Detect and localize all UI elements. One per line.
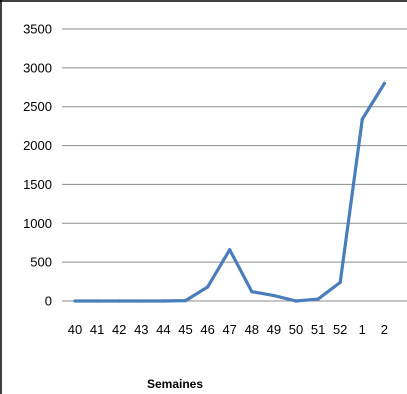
y-tick-label: 3000	[23, 60, 52, 75]
data-point	[338, 280, 342, 284]
y-tick-label: 2500	[23, 99, 52, 114]
data-point	[294, 299, 298, 303]
y-tick-label: 1500	[23, 177, 52, 192]
data-point	[206, 285, 210, 289]
x-tick-label: 49	[267, 322, 281, 337]
data-point	[73, 299, 77, 303]
x-tick-label: 2	[381, 322, 388, 337]
x-tick-label: 43	[134, 322, 148, 337]
x-tick-label: 48	[245, 322, 259, 337]
x-tick-label: 46	[200, 322, 214, 337]
data-point	[117, 299, 121, 303]
x-tick-label: 50	[289, 322, 303, 337]
data-point	[228, 248, 232, 252]
data-point	[316, 297, 320, 301]
data-point	[95, 299, 99, 303]
x-tick-label: 40	[68, 322, 82, 337]
x-tick-label: 44	[156, 322, 170, 337]
y-tick-label: 1000	[23, 216, 52, 231]
series-line	[73, 81, 386, 303]
y-tick-label: 2000	[23, 138, 52, 153]
x-tick-label: 42	[112, 322, 126, 337]
y-tick-label: 0	[45, 294, 52, 309]
data-point	[250, 290, 254, 294]
x-axis-title: Semaines	[147, 377, 203, 391]
x-axis-tick-labels: 40 41 42 43 44 45 46 47 48 49 50 51 52 1 2	[68, 322, 388, 337]
data-point	[272, 293, 276, 298]
x-tick-label: 1	[359, 322, 366, 337]
data-point	[139, 299, 143, 303]
y-axis-tick-labels: 0 500 1000 1500 2000 2500 3000 3500	[23, 22, 52, 309]
x-tick-label: 52	[333, 322, 347, 337]
x-tick-label: 41	[90, 322, 104, 337]
data-point	[360, 117, 364, 121]
x-tick-label: 47	[222, 322, 236, 337]
y-tick-label: 3500	[23, 22, 52, 37]
y-tick-label: 500	[30, 255, 52, 270]
x-tick-label: 51	[311, 322, 325, 337]
data-point	[183, 299, 188, 303]
data-point	[161, 299, 165, 303]
x-tick-label: 45	[178, 322, 192, 337]
series-layer	[73, 81, 386, 303]
data-point	[382, 81, 386, 85]
